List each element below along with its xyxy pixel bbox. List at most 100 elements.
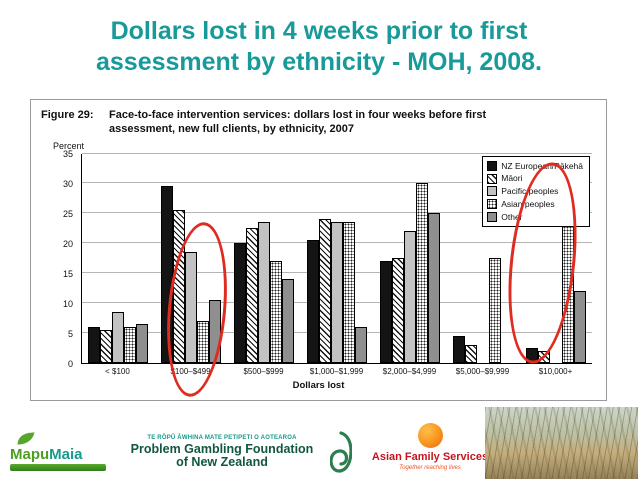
bar bbox=[319, 219, 331, 363]
legend-entry: Asian peoples bbox=[487, 198, 583, 211]
legend-entry: NZ European/Pākehā bbox=[487, 160, 583, 173]
bar-group bbox=[228, 154, 301, 363]
figure-label: Figure 29: bbox=[41, 109, 94, 121]
pgf-name-line1: Problem Gambling Foundation bbox=[130, 441, 314, 456]
y-tick-label: 20 bbox=[62, 238, 73, 249]
legend-label: Pacific peoples bbox=[501, 186, 559, 196]
bar bbox=[258, 222, 271, 363]
slide-title-line2: assessment by ethnicity - MOH, 2008. bbox=[95, 47, 542, 76]
mapumaia-wordmark: MapuMaia bbox=[10, 447, 106, 462]
legend-entry: Pacific peoples bbox=[487, 185, 583, 198]
y-tick-label: 30 bbox=[62, 178, 73, 189]
x-tick-label: < $100 bbox=[105, 366, 130, 376]
x-tick-label: $2,000–$4,999 bbox=[382, 366, 437, 376]
x-tick-label: $10,000+ bbox=[538, 366, 573, 376]
bar bbox=[525, 347, 538, 363]
y-axis-title: Percent bbox=[53, 140, 85, 151]
bar bbox=[379, 261, 392, 363]
legend-swatch-diagonal-hatch bbox=[487, 173, 498, 184]
bar bbox=[100, 329, 113, 363]
bar bbox=[355, 326, 367, 363]
bar bbox=[391, 258, 404, 363]
figure-caption-row: Figure 29: Face-to-face intervention ser… bbox=[41, 109, 596, 137]
bar bbox=[197, 320, 210, 363]
y-tick-label: 25 bbox=[62, 208, 73, 219]
y-tick-label: 15 bbox=[62, 268, 73, 279]
legend-entry: Other bbox=[487, 211, 583, 224]
bar bbox=[403, 231, 416, 363]
x-axis-labels: < $100 $100–$499 $500–$999 $1,000–$1,999 $2,… bbox=[81, 367, 592, 376]
figure-caption: Face-to-face intervention services: doll… bbox=[109, 109, 487, 135]
bar bbox=[112, 311, 125, 363]
y-tick-label: 5 bbox=[67, 328, 73, 339]
leaf-icon bbox=[17, 432, 35, 445]
bar bbox=[270, 261, 283, 363]
bar-group bbox=[155, 154, 228, 363]
gridline bbox=[82, 152, 592, 154]
bar-group bbox=[446, 154, 519, 363]
bar bbox=[488, 258, 501, 363]
legend-swatch-mid-gray-solid bbox=[487, 211, 498, 222]
bar bbox=[173, 210, 186, 363]
legend-swatch-stipple-dots bbox=[487, 199, 498, 210]
bar bbox=[561, 189, 574, 363]
bar bbox=[209, 299, 222, 363]
y-tick-label: 10 bbox=[62, 298, 73, 309]
mapumaia-logo: MapuMaia bbox=[10, 431, 106, 471]
x-axis-title: Dollars lost bbox=[292, 379, 345, 391]
pgf-logo: TE RŌPŪ ĀWHINA MATE PETIPETI O AOTEAROA … bbox=[118, 431, 352, 473]
bar bbox=[185, 252, 198, 363]
legend-label: Asian peoples bbox=[501, 198, 555, 209]
afs-circle-icon bbox=[417, 422, 443, 448]
gridline bbox=[82, 212, 592, 214]
bar bbox=[246, 228, 259, 363]
plot-area: NZ European/Pākehā Māori Pacific peoples As… bbox=[81, 152, 592, 400]
slide-title-line1: Dollars lost in 4 weeks prior to first bbox=[110, 17, 528, 45]
slide-title: Dollars lost in 4 weeks prior to first a… bbox=[0, 16, 638, 77]
bar bbox=[161, 186, 174, 363]
pgf-maori-name: TE RŌPŪ ĀWHINA MATE PETIPETI O AOTEAROA bbox=[147, 434, 297, 441]
chart-legend: NZ European/Pākehā Māori Pacific peoples As… bbox=[482, 155, 590, 228]
bar bbox=[343, 222, 355, 363]
bar bbox=[88, 326, 101, 363]
bar-group bbox=[519, 154, 592, 363]
pgf-name-line2: of New Zealand bbox=[176, 455, 268, 469]
koru-icon bbox=[330, 431, 352, 473]
bar bbox=[234, 243, 247, 363]
bar-group bbox=[301, 154, 374, 363]
legend-label: NZ European/Pākehā bbox=[501, 160, 583, 171]
legend-swatch-light-gray-solid bbox=[487, 186, 498, 197]
plot-wrap: 0 5 10 15 20 25 30 35 NZ European/Pākehā Māori Pa… bbox=[63, 149, 592, 400]
mapumaia-word-part2: Maia bbox=[49, 446, 83, 463]
x-tick-label: $1,000–$1,999 bbox=[309, 366, 364, 376]
legend-swatch-solid-black bbox=[487, 160, 498, 171]
bar bbox=[537, 350, 550, 363]
bar bbox=[452, 335, 465, 363]
bar bbox=[464, 344, 477, 363]
legend-entry: Māori bbox=[487, 172, 583, 185]
afs-tagline: Together reaching lives bbox=[399, 465, 461, 471]
y-tick-label: 35 bbox=[62, 148, 73, 159]
bar bbox=[124, 326, 137, 363]
pgf-text: TE RŌPŪ ĀWHINA MATE PETIPETI O AOTEAROA … bbox=[118, 435, 326, 469]
afs-logo: Asian Family Services Together reaching … bbox=[368, 422, 492, 471]
bar bbox=[307, 240, 319, 363]
bar-group bbox=[373, 154, 446, 363]
gridline bbox=[82, 182, 592, 184]
bar bbox=[136, 323, 149, 363]
bar bbox=[282, 278, 295, 363]
x-tick-label: $100–$499 bbox=[170, 366, 211, 376]
y-axis-labels: 0 5 10 15 20 25 30 35 bbox=[47, 149, 77, 369]
y-tick-label: 0 bbox=[67, 358, 73, 369]
bar bbox=[415, 183, 428, 363]
x-tick-label: $500–$999 bbox=[243, 366, 284, 376]
legend-label: Māori bbox=[501, 173, 523, 184]
bar-group bbox=[82, 154, 155, 363]
figure-29-chart: Figure 29: Face-to-face intervention ser… bbox=[30, 99, 607, 401]
mapumaia-word-part1: Mapu bbox=[10, 446, 50, 463]
bar bbox=[427, 213, 440, 363]
bar bbox=[331, 222, 343, 363]
bar bbox=[573, 290, 586, 363]
afs-name: Asian Family Services bbox=[371, 450, 489, 463]
bar-groups bbox=[82, 154, 592, 363]
